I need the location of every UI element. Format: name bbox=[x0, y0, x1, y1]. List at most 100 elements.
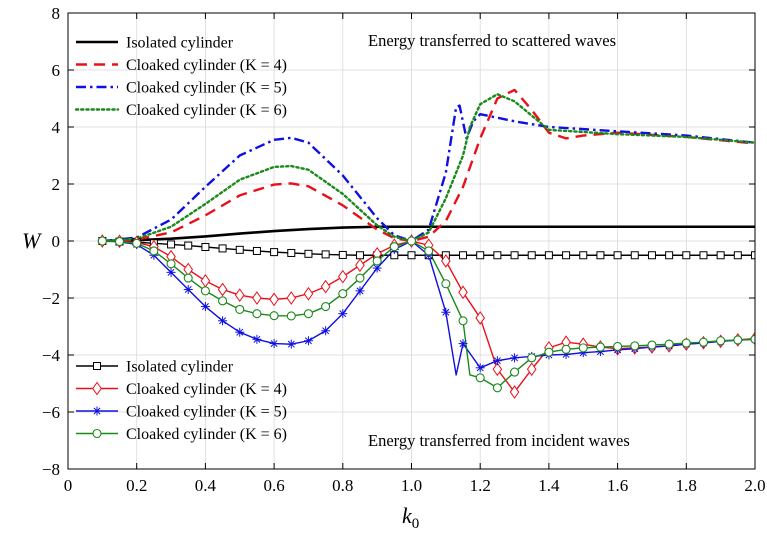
legend-label: Cloaked cylinder (K = 4) bbox=[126, 381, 287, 398]
data-point-inc_k4 bbox=[526, 362, 537, 377]
data-point-inc_k5 bbox=[269, 339, 279, 349]
square-marker-shape bbox=[304, 249, 313, 258]
legend-label: Cloaked cylinder (K = 5) bbox=[126, 80, 287, 97]
data-point-inc_k4 bbox=[355, 258, 365, 273]
data-point-inc_k6 bbox=[595, 342, 605, 352]
circle-marker-shape bbox=[647, 340, 657, 350]
square-marker-shape bbox=[167, 240, 176, 249]
square-marker-shape bbox=[613, 251, 622, 260]
data-point-inc_k4 bbox=[337, 269, 348, 284]
data-point-inc_k5 bbox=[458, 339, 468, 349]
x-tick-label: 0.6 bbox=[263, 476, 284, 495]
circle-marker-shape bbox=[424, 246, 434, 256]
circle-marker-shape bbox=[218, 296, 228, 306]
star-marker-stroke bbox=[339, 310, 347, 318]
data-point-inc_k4 bbox=[269, 292, 279, 307]
y-tick-label: 4 bbox=[52, 118, 61, 137]
x-tick-label: 1.6 bbox=[607, 476, 628, 495]
square-marker-shape bbox=[716, 251, 725, 260]
star-marker-stroke bbox=[236, 328, 244, 336]
data-point-inc_iso bbox=[270, 248, 279, 257]
diamond-marker-shape bbox=[509, 385, 520, 399]
data-point-inc_iso bbox=[665, 251, 674, 260]
data-point-inc_iso bbox=[682, 251, 691, 260]
circle-marker-shape bbox=[321, 301, 331, 312]
data-point-inc_k6 bbox=[441, 279, 451, 289]
square-marker-shape bbox=[665, 251, 674, 260]
data-point-inc_k6 bbox=[200, 286, 210, 296]
data-point-inc_iso bbox=[716, 251, 725, 260]
data-point-inc_k6 bbox=[235, 304, 245, 314]
legend-label: Cloaked cylinder (K = 4) bbox=[126, 57, 287, 74]
diamond-marker-shape bbox=[252, 291, 262, 305]
circle-marker-shape bbox=[252, 309, 262, 319]
diamond-marker-shape bbox=[269, 292, 279, 307]
square-marker-shape bbox=[562, 251, 571, 260]
data-point-inc_iso bbox=[493, 251, 502, 260]
legend-label: Isolated cylinder bbox=[126, 35, 234, 52]
circle-marker-shape bbox=[509, 367, 520, 377]
circle-marker-shape bbox=[389, 242, 399, 252]
square-marker-shape bbox=[527, 251, 536, 260]
star-marker-stroke bbox=[459, 340, 467, 348]
data-point-inc_k6 bbox=[733, 335, 743, 345]
square-marker-shape bbox=[647, 251, 656, 260]
square-marker-shape bbox=[733, 251, 742, 260]
circle-marker-shape bbox=[235, 304, 245, 314]
series-line-scat_k6 bbox=[101, 93, 755, 243]
data-point-inc_iso bbox=[355, 251, 364, 260]
data-point-inc_k6 bbox=[492, 383, 502, 393]
legend-item: Cloaked cylinder (K = 5) bbox=[76, 80, 287, 97]
data-point-inc_iso bbox=[407, 251, 416, 260]
data-point-inc_iso bbox=[699, 251, 708, 260]
series-line-scat_k5 bbox=[102, 104, 755, 243]
data-point-inc_iso bbox=[321, 250, 330, 259]
series-line-inc_k6 bbox=[102, 240, 755, 389]
legend-label: Cloaked cylinder (K = 5) bbox=[126, 404, 287, 421]
annotation-bottom: Energy transferred from incident waves bbox=[368, 431, 630, 450]
data-point-inc_k5 bbox=[183, 284, 193, 294]
data-point-inc_k4 bbox=[320, 279, 331, 294]
data-point-inc_k6 bbox=[458, 316, 468, 326]
data-point-inc_iso bbox=[218, 244, 227, 253]
data-point-inc_k6 bbox=[269, 311, 279, 321]
star-marker-stroke bbox=[93, 407, 101, 415]
data-point-inc_k5 bbox=[200, 302, 210, 312]
y-tick-label: 0 bbox=[52, 232, 61, 251]
square-marker-shape bbox=[93, 362, 101, 370]
y-tick-label: −8 bbox=[42, 460, 60, 479]
data-point-inc_k6 bbox=[509, 367, 520, 377]
x-tick-label: 1.0 bbox=[401, 476, 422, 495]
data-point-inc_k4 bbox=[509, 385, 520, 399]
data-point-inc_k6 bbox=[372, 256, 382, 266]
legend-swatch-marker bbox=[92, 381, 102, 396]
data-point-inc_k4 bbox=[217, 282, 228, 297]
data-point-inc_k5 bbox=[355, 286, 365, 296]
circle-marker-shape bbox=[338, 289, 348, 299]
data-point-inc_iso bbox=[579, 251, 588, 260]
circle-marker-shape bbox=[166, 259, 176, 269]
data-point-inc_k6 bbox=[252, 309, 262, 319]
marker-layer bbox=[97, 234, 755, 399]
circle-marker-shape bbox=[269, 311, 279, 321]
data-point-inc_iso bbox=[167, 240, 176, 249]
square-marker-shape bbox=[235, 245, 244, 254]
data-point-inc_k6 bbox=[286, 311, 296, 321]
data-point-inc_k6 bbox=[321, 301, 331, 312]
square-marker-shape bbox=[493, 251, 502, 260]
square-marker-shape bbox=[682, 251, 691, 260]
circle-marker-shape bbox=[475, 373, 485, 383]
circle-marker-shape bbox=[200, 286, 210, 296]
data-point-inc_k4 bbox=[286, 291, 297, 305]
legend-swatch-marker bbox=[92, 406, 102, 416]
data-point-inc_k6 bbox=[132, 238, 142, 248]
data-point-inc_k5 bbox=[252, 334, 262, 344]
circle-marker-shape bbox=[132, 238, 142, 248]
star-marker-stroke bbox=[287, 340, 295, 348]
circle-marker-shape bbox=[733, 335, 743, 345]
data-point-inc_k5 bbox=[235, 327, 245, 337]
diamond-marker-shape bbox=[234, 288, 245, 303]
diamond-marker-shape bbox=[355, 258, 365, 273]
data-point-inc_k5 bbox=[303, 336, 313, 346]
data-point-inc_k5 bbox=[218, 316, 228, 326]
